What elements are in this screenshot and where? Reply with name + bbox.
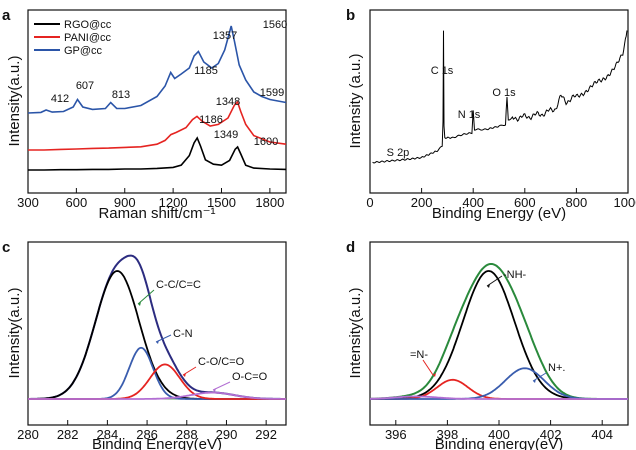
survey-spectrum-line [372,30,628,164]
arrow-head [138,302,141,306]
component-label: N+. [548,362,565,374]
legend-label: PANI@cc [64,32,112,44]
plot-frame-c [27,241,287,426]
x-ticks-a: 300 600 900 1200 1500 1800 [17,188,284,210]
x-tick-label-a: 600 [66,195,88,210]
y-axis-label-c: Intensity(a.u.) [6,288,23,379]
component-line-nh [370,270,628,400]
x-tick-label-c: 290 [216,427,238,442]
plot-area-a [27,25,287,171]
component-label: =N- [410,349,428,361]
x-tick-label-b: 0 [366,195,373,210]
legend-label: GP@cc [64,45,103,57]
x-ticks-b: 0 200 400 600 800 1000 [366,188,636,210]
arrow-head [433,373,436,377]
annotations-a: 412 607 813 1185 1357 1560 1186 1348 1599 1349 160… [51,19,287,148]
annotations-c: C-C/C=C C-N C-O/C=O O-C=O [137,279,268,392]
y-axis-label-a: Intensity(a.u.) [6,56,23,147]
component-label: O-C=O [232,371,268,383]
series-line-rgo-cc [28,136,287,171]
series-line-gp-cc [27,25,287,114]
arrow-head [183,373,186,377]
panel-c: c 280 282 284 286 288 290 292 Binding Energy(e… [2,239,287,450]
plot-area-b [372,30,628,164]
component-label: C-N [173,328,193,340]
x-axis-label-b: Binding Energy (eV) [432,205,566,222]
component-line-minor [370,395,628,400]
x-tick-label-a: 1500 [207,195,236,210]
peak-label: 1349 [214,129,238,141]
x-tick-label-d: 400 [488,427,510,442]
component-line-o-c-o [28,391,286,400]
plot-frame-a [27,9,287,194]
arrow-head [487,284,490,288]
x-tick-label-c: 284 [97,427,119,442]
x-ticks-d: 396 398 400 402 404 [385,420,613,442]
peak-label: 1357 [213,30,237,42]
y-axis-label-d: Intensity(a.u.) [347,288,364,379]
x-tick-label-b: 1000 [614,195,636,210]
peak-label: 1186 [199,114,223,126]
plot-area-c [28,254,286,400]
x-tick-label-d: 402 [540,427,562,442]
panel-b: b 02004006008001000 Binding Energy (eV) … [346,7,636,222]
panel-label-a: a [2,7,11,24]
annotations-d: -NH- =N- N+. [410,269,565,383]
arrow-head [156,340,159,344]
x-tick-label-d: 404 [591,427,613,442]
x-axis-label-d: Binding energy(eV) [435,436,563,450]
panel-d: d 396 398 400 402 404 Binding energy(eV) Int… [346,239,629,450]
arrow-head [213,388,216,392]
peak-label: 813 [112,89,130,101]
panel-label-c: c [2,239,10,256]
peak-label: 1600 [254,136,278,148]
x-tick-label-b: 600 [514,195,536,210]
peak-label: 1599 [260,87,284,99]
x-axis-label-a: Raman shift/cm⁻¹ [98,205,215,222]
peak-label: 1560 [263,19,287,31]
x-tick-label-b: 800 [566,195,588,210]
annotation-arrow [422,359,434,376]
panel-label-b: b [346,7,355,24]
plot-area-d [370,263,628,400]
x-tick-label-a: 900 [114,195,136,210]
series-line-pani-cc [28,100,287,151]
peak-label: O 1s [492,87,516,99]
x-axis-label-c: Binding Energy(eV) [92,436,222,450]
x-tick-label-b: 200 [411,195,433,210]
x-tick-label-a: 1800 [255,195,284,210]
x-tick-label-d: 398 [437,427,459,442]
x-tick-label-c: 292 [255,427,277,442]
panel-a: a 300 600 900 1200 1500 1800 Raman shift/cm⁻¹… [2,7,287,222]
x-tick-label-b: 400 [462,195,484,210]
peak-label: 1348 [216,96,240,108]
annotation-arrow [137,289,155,305]
peak-label: 607 [76,80,94,92]
x-tick-label-c: 282 [57,427,79,442]
plot-frame-b [369,9,629,194]
peak-label: 412 [51,93,69,105]
peak-label: N 1s [458,109,481,121]
annotations-b: C 1s N 1s O 1s S 2p [387,65,516,159]
legend-label: RGO@cc [64,19,112,31]
y-axis-label-b: Intensity (a.u.) [347,53,364,148]
x-tick-label-c: 288 [176,427,198,442]
envelope-line-d [370,263,628,400]
component-label: -NH- [503,269,527,281]
x-ticks-c: 280 282 284 286 288 290 292 [17,420,277,442]
x-tick-label-c: 286 [136,427,158,442]
component-label: C-C/C=C [156,279,201,291]
component-label: C-O/C=O [198,356,245,368]
panel-label-d: d [346,239,355,256]
peak-label: C 1s [431,65,454,77]
x-tick-label-a: 1200 [159,195,188,210]
peak-label: 1185 [194,65,218,77]
arrow-head [533,379,536,383]
x-tick-label-a: 300 [17,195,39,210]
x-tick-label-c: 280 [17,427,39,442]
peak-label: S 2p [387,147,410,159]
x-tick-label-d: 396 [385,427,407,442]
